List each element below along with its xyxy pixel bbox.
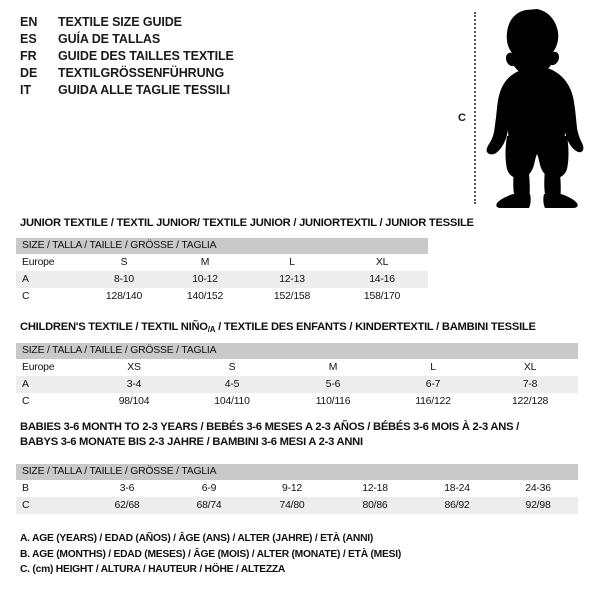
row-label: C — [16, 497, 86, 514]
language-row-it: IT GUIDA ALLE TAGLIE TESSILI — [20, 82, 420, 99]
table-cell: XS — [86, 359, 182, 376]
table-cell: 158/170 — [336, 288, 429, 305]
size-bar-label: SIZE / TALLA / TAILLE / GRÖSSE / TAGLIA — [16, 343, 579, 359]
table-cell: XL — [336, 254, 429, 271]
table-cell: L — [384, 359, 482, 376]
language-title: TEXTILE SIZE GUIDE — [58, 15, 182, 29]
section-title-babies: BABIES 3-6 MONTH TO 2-3 YEARS / BEBÉS 3-… — [20, 420, 580, 450]
table-row: C 128/140 140/152 152/158 158/170 — [16, 288, 429, 305]
table-row: A 8-10 10-12 12-13 14-16 — [16, 271, 429, 288]
language-title: GUIDE DES TAILLES TEXTILE — [58, 49, 234, 63]
table-cell: 140/152 — [162, 288, 248, 305]
row-label: B — [16, 480, 86, 497]
legend-line-a: A. AGE (YEARS) / EDAD (AÑOS) / ÂGE (ANS)… — [20, 533, 374, 544]
table-cell: S — [182, 359, 282, 376]
language-code: ES — [20, 32, 37, 46]
table-cell: L — [248, 254, 336, 271]
size-bar-label: SIZE / TALLA / TAILLE / GRÖSSE / TAGLIA — [16, 238, 429, 254]
language-title: GUÍA DE TALLAS — [58, 32, 161, 46]
table-cell: 9-12 — [250, 480, 334, 497]
table-header-bar: SIZE / TALLA / TAILLE / GRÖSSE / TAGLIA — [16, 343, 579, 359]
language-code: DE — [20, 66, 38, 80]
table-cell: M — [162, 254, 248, 271]
table-cell: 128/140 — [86, 288, 162, 305]
legend-line-b: B. AGE (MONTHS) / EDAD (MESES) / ÂGE (MO… — [20, 548, 402, 560]
table-header-bar: SIZE / TALLA / TAILLE / GRÖSSE / TAGLIA — [16, 238, 429, 254]
junior-size-table: SIZE / TALLA / TAILLE / GRÖSSE / TAGLIA … — [16, 238, 429, 305]
table-cell: 116/122 — [384, 393, 482, 410]
row-label: C — [16, 288, 86, 305]
language-code: EN — [20, 15, 38, 29]
table-cell: 14-16 — [336, 271, 429, 288]
row-label: A — [16, 376, 86, 393]
children-size-table: SIZE / TALLA / TAILLE / GRÖSSE / TAGLIA … — [16, 343, 579, 410]
table-header-bar: SIZE / TALLA / TAILLE / GRÖSSE / TAGLIA — [16, 464, 579, 480]
table-cell: 24-36 — [498, 480, 579, 497]
table-cell: 5-6 — [282, 376, 384, 393]
table-cell: 4-5 — [182, 376, 282, 393]
height-measure-label: C — [458, 112, 466, 124]
table-row: B 3-6 6-9 9-12 12-18 18-24 24-36 — [16, 480, 579, 497]
table-row: A 3-4 4-5 5-6 6-7 7-8 — [16, 376, 579, 393]
table-cell: 7-8 — [482, 376, 579, 393]
section-title-babies-line1: BABIES 3-6 MONTH TO 2-3 YEARS / BEBÉS 3-… — [20, 421, 520, 433]
row-label: C — [16, 393, 86, 410]
table-row: C 62/68 68/74 74/80 80/86 86/92 92/98 — [16, 497, 579, 514]
babies-size-table: SIZE / TALLA / TAILLE / GRÖSSE / TAGLIA … — [16, 464, 579, 514]
language-row-fr: FR GUIDE DES TAILLES TEXTILE — [20, 48, 420, 65]
table-cell: 86/92 — [416, 497, 498, 514]
section-title-junior: JUNIOR TEXTILE / TEXTIL JUNIOR/ TEXTILE … — [20, 217, 474, 229]
table-cell: 98/104 — [86, 393, 182, 410]
table-cell: 6-9 — [168, 480, 250, 497]
table-cell: 80/86 — [334, 497, 416, 514]
toddler-silhouette-icon — [486, 9, 584, 208]
language-row-de: DE TEXTILGRÖSSENFÜHRUNG — [20, 65, 420, 82]
table-cell: 12-18 — [334, 480, 416, 497]
table-cell: 62/68 — [86, 497, 168, 514]
section-title-children-subscript: /A — [207, 325, 216, 334]
table-cell: 122/128 — [482, 393, 579, 410]
row-label: A — [16, 271, 86, 288]
table-cell: 104/110 — [182, 393, 282, 410]
size-bar-label: SIZE / TALLA / TAILLE / GRÖSSE / TAGLIA — [16, 464, 579, 480]
measurement-figure: C — [440, 8, 590, 208]
table-cell: 10-12 — [162, 271, 248, 288]
table-cell: 68/74 — [168, 497, 250, 514]
language-title: GUIDA ALLE TAGLIE TESSILI — [58, 83, 231, 97]
language-code: IT — [20, 83, 32, 97]
language-title: TEXTILGRÖSSENFÜHRUNG — [58, 66, 225, 80]
table-cell: 110/116 — [282, 393, 384, 410]
measurement-legend: A. AGE (YEARS) / EDAD (AÑOS) / ÂGE (ANS)… — [20, 531, 500, 578]
table-cell: 3-6 — [86, 480, 168, 497]
language-code: FR — [20, 49, 37, 63]
table-cell: 8-10 — [86, 271, 162, 288]
row-label: Europe — [16, 254, 86, 271]
table-cell: 6-7 — [384, 376, 482, 393]
table-row: C 98/104 104/110 110/116 116/122 122/128 — [16, 393, 579, 410]
table-cell: 3-4 — [86, 376, 182, 393]
section-title-children: CHILDREN'S TEXTILE / TEXTIL NIÑO/A / TEX… — [20, 321, 536, 334]
row-label: Europe — [16, 359, 86, 376]
section-title-babies-line2: BABYS 3-6 MONATE BIS 2-3 JAHRE / BAMBINI… — [20, 436, 363, 448]
table-row: Europe S M L XL — [16, 254, 429, 271]
section-title-children-part1: CHILDREN'S TEXTILE / TEXTIL NIÑO — [20, 321, 208, 333]
table-cell: S — [86, 254, 162, 271]
table-cell: M — [282, 359, 384, 376]
table-cell: 152/158 — [248, 288, 336, 305]
table-row: Europe XS S M L XL — [16, 359, 579, 376]
table-cell: 12-13 — [248, 271, 336, 288]
language-row-es: ES GUÍA DE TALLAS — [20, 31, 420, 48]
section-title-children-part2: / TEXTILE DES ENFANTS / KINDERTEXTIL / B… — [215, 321, 536, 333]
height-measure-dashed-line — [474, 12, 476, 204]
language-title-list: EN TEXTILE SIZE GUIDE ES GUÍA DE TALLAS … — [20, 14, 420, 99]
table-cell: 74/80 — [250, 497, 334, 514]
legend-line-c: C. (cm) HEIGHT / ALTURA / HAUTEUR / HÖHE… — [20, 564, 286, 575]
table-cell: XL — [482, 359, 579, 376]
language-row-en: EN TEXTILE SIZE GUIDE — [20, 14, 420, 31]
table-cell: 92/98 — [498, 497, 579, 514]
table-cell: 18-24 — [416, 480, 498, 497]
